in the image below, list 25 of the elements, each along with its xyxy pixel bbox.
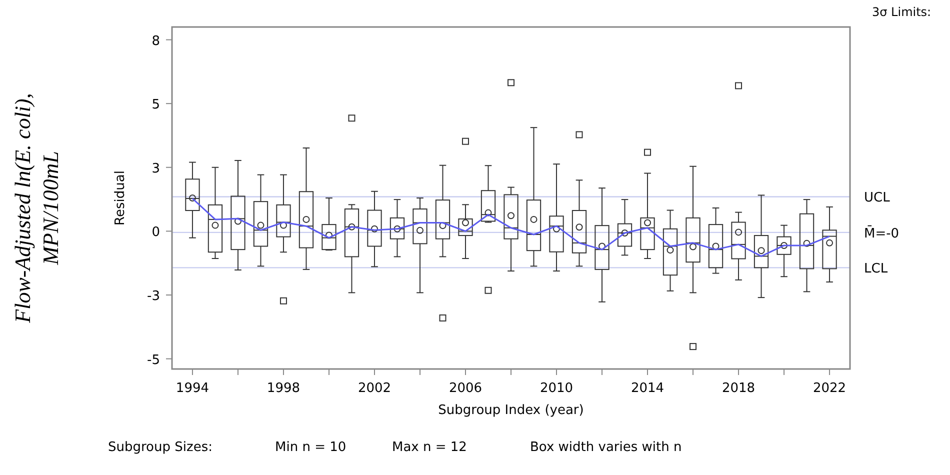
x-axis-title: Subgroup Index (year) (438, 403, 584, 418)
x-tick-label: 2002 (358, 381, 392, 396)
x-tick-label: 1998 (266, 381, 300, 396)
text: Max n = 12 (392, 440, 467, 455)
text: Min n = 10 (275, 440, 346, 455)
x-tick-label: 2018 (722, 381, 756, 396)
y-tick-label: 3 (152, 161, 160, 176)
text: Box width varies with n (530, 440, 682, 455)
y-axis-title: Residual (113, 170, 128, 226)
text: 3σ Limits: (872, 5, 932, 19)
x-tick-label: 2010 (540, 381, 574, 396)
text: Subgroup Sizes: (108, 440, 212, 455)
y-tick-label: -5 (147, 352, 160, 368)
y-tick-label: 8 (152, 34, 160, 49)
x-tick-label: 1994 (176, 381, 210, 396)
ref-line-label: LCL (864, 262, 888, 277)
text: Flow-Adjusted ln(E. coli), MPN/100mL (10, 93, 63, 324)
x-tick-label: 2014 (630, 381, 664, 396)
y-tick-label: 0 (152, 225, 160, 240)
x-tick-label: 2022 (812, 381, 846, 396)
ref-line-label: UCL (864, 190, 891, 206)
ref-line-label: M̄=-0 (864, 225, 900, 242)
y-tick-label: -3 (147, 288, 160, 304)
y-tick-label: 5 (152, 98, 160, 113)
x-tick-label: 2006 (448, 381, 482, 396)
